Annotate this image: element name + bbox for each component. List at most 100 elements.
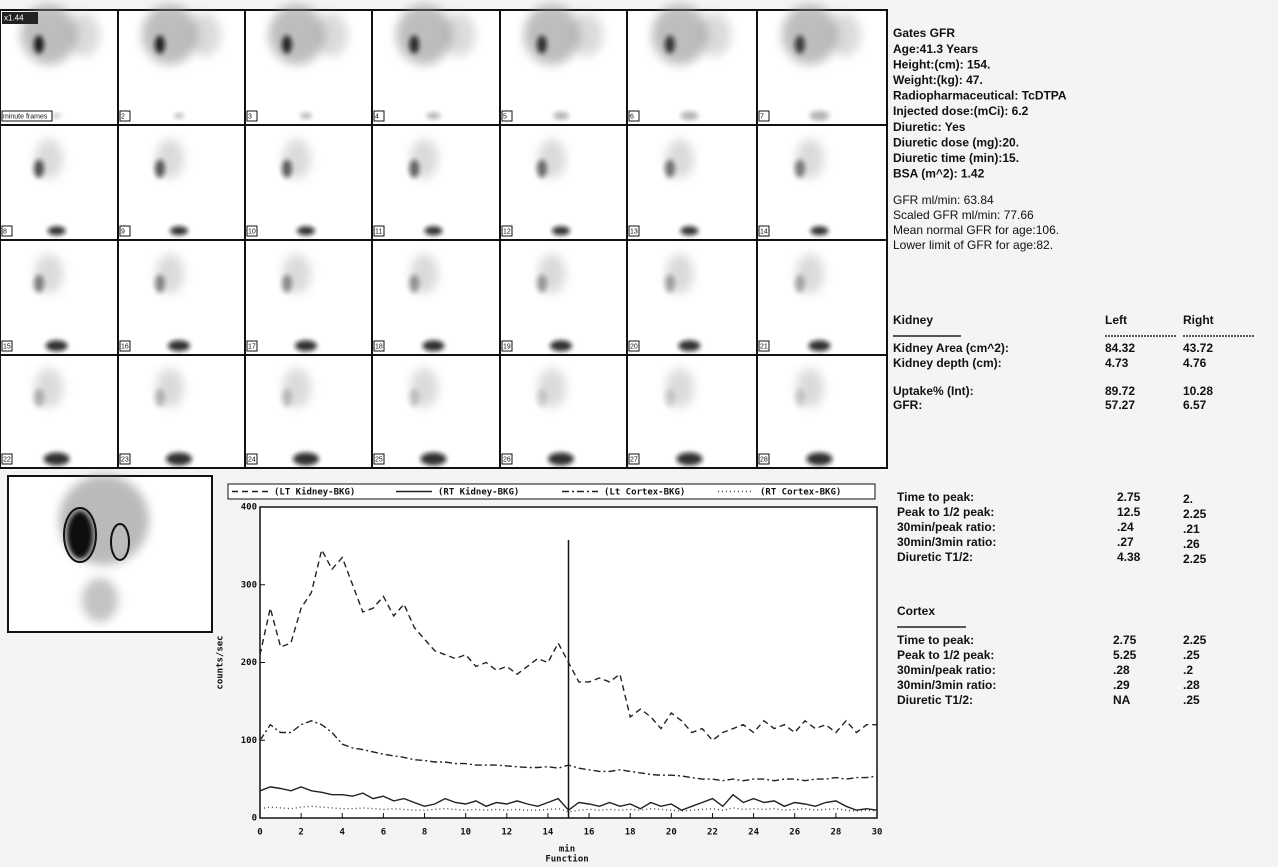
kidney-cell: 84.32: [1105, 341, 1135, 355]
kidney-header: Right: [1183, 313, 1214, 327]
timing-cell: 12.5: [1117, 505, 1141, 519]
frame-kidney: [34, 275, 44, 293]
frame-kidney: [282, 275, 292, 293]
frame-kidney: [155, 160, 165, 178]
frame-kidney: [795, 36, 805, 54]
x-tick-label: 16: [584, 828, 595, 838]
frame-blob: [189, 13, 221, 57]
frame-kidney: [34, 36, 44, 54]
info-line: Diuretic: Yes: [893, 120, 966, 134]
cortex-cell: 2.25: [1183, 633, 1207, 647]
cortex-cell: .25: [1183, 693, 1200, 707]
frame-kidney: [537, 275, 547, 293]
cortex-cell: .2: [1183, 663, 1193, 677]
kidney-header: Left: [1105, 313, 1127, 327]
frame-label: 8: [3, 228, 7, 235]
timing-cell: Peak to 1/2 peak:: [897, 505, 994, 519]
renogram-chart: (LT Kidney-BKG)(RT Kidney-BKG)(Lt Cortex…: [216, 484, 883, 865]
info-line: Age:41.3 Years: [893, 42, 978, 56]
info-line: Radiopharmaceutical: TcDTPA: [893, 89, 1067, 103]
frame-kidney: [665, 389, 675, 407]
frame-kidney: [34, 160, 44, 178]
frame-blob: [316, 13, 348, 57]
frame: [500, 240, 627, 355]
frame-label: 21: [760, 343, 768, 350]
frame-bladder: [166, 452, 192, 465]
x-tick-label: 30: [872, 828, 883, 838]
kidney-cell: Kidney Area (cm^2):: [893, 341, 1009, 355]
legend-label: (RT Cortex-BKG): [760, 488, 841, 498]
frame-kidney: [409, 275, 419, 293]
x-tick-label: 12: [501, 828, 512, 838]
frame-bladder: [53, 114, 61, 118]
legend-label: (LT Kidney-BKG): [274, 487, 355, 498]
frame-bladder: [295, 340, 317, 351]
cortex-cell: Peak to 1/2 peak:: [897, 648, 994, 662]
frame-kidney: [537, 36, 547, 54]
frame-kidney: [155, 36, 165, 54]
frame-label: 20: [630, 343, 638, 350]
x-axis-label: min: [559, 844, 575, 855]
frame-label: 24: [248, 456, 256, 463]
gfr-line: Scaled GFR ml/min: 77.66: [893, 208, 1034, 222]
gfr-line: Mean normal GFR for age:106.: [893, 223, 1059, 237]
frame: [500, 355, 627, 468]
frame: [500, 125, 627, 240]
timing-cell: Diuretic T1/2:: [897, 550, 973, 564]
frame: [245, 125, 372, 240]
frame-bladder: [426, 112, 440, 119]
frame-blob: [699, 13, 731, 57]
frame-label: 27: [630, 456, 638, 463]
frame-bladder: [297, 226, 315, 235]
frame-kidney: [537, 389, 547, 407]
x-tick-label: 20: [666, 828, 677, 838]
frame-bladder: [293, 452, 319, 465]
cortex-cell: 5.25: [1113, 648, 1137, 662]
x-tick-label: 2: [298, 828, 303, 838]
frame-bladder: [553, 112, 569, 120]
frame-kidney: [282, 160, 292, 178]
frame: [118, 240, 245, 355]
roi-outline: [111, 524, 129, 560]
frame: [627, 240, 757, 355]
frame-bladder: [420, 452, 446, 465]
frame-label: 15: [3, 343, 11, 350]
timing-cell: 2.75: [1117, 490, 1141, 504]
info-line: Gates GFR: [893, 26, 955, 40]
kidney-cell: 89.72: [1105, 384, 1135, 398]
legend-label: (RT Kidney-BKG): [438, 487, 519, 498]
frame-label: 26: [503, 456, 511, 463]
frame: [757, 240, 887, 355]
frame-label: 4: [375, 113, 379, 120]
frame-kidney: [409, 160, 419, 178]
frame-label: 9: [121, 228, 125, 235]
frame: [757, 125, 887, 240]
timing-cell: 2.25: [1183, 507, 1207, 521]
kidney-cell: 6.57: [1183, 398, 1207, 412]
frame-bladder: [422, 340, 444, 351]
x-tick-label: 0: [257, 828, 262, 838]
x-tick-label: 24: [748, 828, 759, 838]
x-tick-label: 28: [830, 828, 841, 838]
timing-cell: 30min/3min ratio:: [897, 535, 996, 549]
frame-kidney: [282, 389, 292, 407]
timing-cell: 2.25: [1183, 552, 1207, 566]
frame-kidney: [665, 160, 675, 178]
frame-bladder: [424, 226, 442, 235]
y-tick-label: 0: [252, 814, 257, 824]
kidney-cell: 10.28: [1183, 384, 1213, 398]
frame-label: minute frames: [3, 113, 48, 120]
frame-label: 14: [760, 228, 768, 235]
frame-label: 6: [630, 113, 634, 120]
frame-kidney: [155, 389, 165, 407]
kidney-cell: GFR:: [893, 398, 922, 412]
frame-label: 25: [375, 456, 383, 463]
x-tick-label: 6: [381, 828, 386, 838]
info-line: Diuretic time (min):15.: [893, 151, 1019, 165]
roi-image: [8, 475, 212, 632]
timing-cell: .21: [1183, 522, 1200, 536]
info-line: Height:(cm): 154.: [893, 57, 990, 71]
frame-bladder: [174, 113, 184, 118]
frame-kidney: [282, 36, 292, 54]
